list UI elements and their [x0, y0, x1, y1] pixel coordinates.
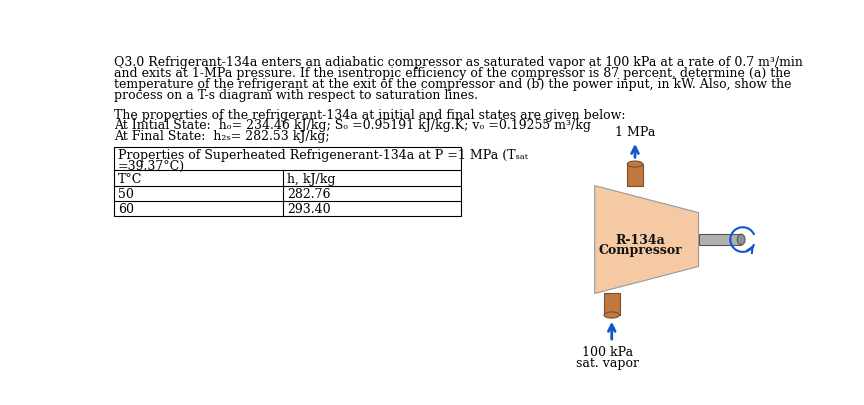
- Bar: [114, 147, 461, 216]
- Text: 50: 50: [118, 188, 134, 201]
- Text: sat. vapor: sat. vapor: [576, 356, 639, 370]
- Bar: [699, 234, 741, 245]
- Text: h, kJ/kg: h, kJ/kg: [287, 173, 335, 185]
- Text: Compressor: Compressor: [599, 244, 683, 257]
- Text: 293.40: 293.40: [287, 203, 331, 216]
- Bar: [627, 164, 643, 185]
- Text: The properties of the refrigerant-134a at initial and final states are given bel: The properties of the refrigerant-134a a…: [114, 109, 626, 122]
- Text: R-134a: R-134a: [615, 234, 665, 247]
- Text: 60: 60: [118, 203, 134, 216]
- Text: T°C: T°C: [118, 173, 143, 185]
- Ellipse shape: [627, 161, 643, 167]
- Text: 100 kPa: 100 kPa: [582, 346, 633, 359]
- Text: At Initial State:  hₒ= 234.46 kJ/kg; Sₒ =0.95191 kJ/kg.K; vₒ =0.19255 m³/kg: At Initial State: hₒ= 234.46 kJ/kg; Sₒ =…: [114, 119, 591, 132]
- Text: At Final State:  h₂ₛ= 282.53 kJ/kg;: At Final State: h₂ₛ= 282.53 kJ/kg;: [114, 130, 330, 143]
- Text: and exits at 1-MPa pressure. If the isentropic efficiency of the compressor is 8: and exits at 1-MPa pressure. If the isen…: [114, 67, 791, 80]
- Ellipse shape: [737, 234, 745, 245]
- Text: 1 MPa: 1 MPa: [615, 126, 655, 139]
- Text: process on a T-s diagram with respect to saturation lines.: process on a T-s diagram with respect to…: [114, 89, 478, 102]
- Text: Q3.0 Refrigerant-134a enters an adiabatic compressor as saturated vapor at 100 k: Q3.0 Refrigerant-134a enters an adiabati…: [114, 56, 803, 69]
- Text: Properties of Superheated Refrigenerant-134a at P =1 MPa (Tₛₐₜ: Properties of Superheated Refrigenerant-…: [118, 149, 528, 162]
- Text: 282.76: 282.76: [287, 188, 331, 201]
- Polygon shape: [594, 185, 699, 294]
- Bar: [604, 294, 619, 315]
- Ellipse shape: [604, 312, 619, 318]
- Text: =39.37°C): =39.37°C): [118, 160, 185, 173]
- Text: temperature of the refrigerant at the exit of the compressor and (b) the power i: temperature of the refrigerant at the ex…: [114, 78, 791, 91]
